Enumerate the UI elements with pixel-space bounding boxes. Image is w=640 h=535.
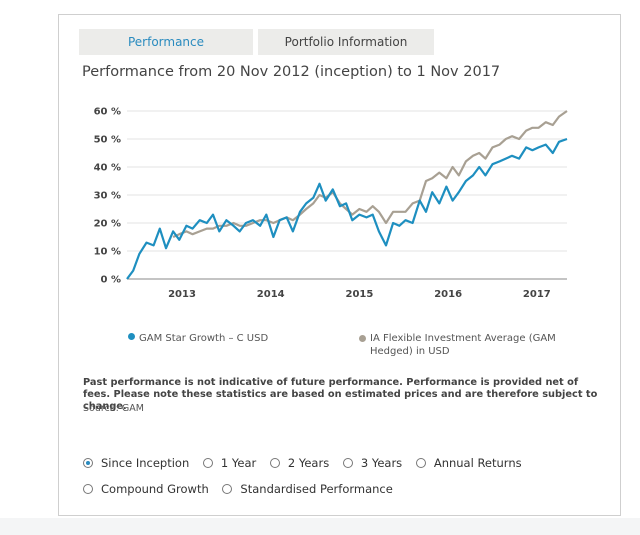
radio-compound-growth[interactable]: Compound Growth	[83, 482, 209, 496]
legend-dot-icon	[128, 333, 135, 340]
x-tick-label: 2014	[257, 289, 285, 300]
source-text: Source: GAM	[83, 403, 144, 414]
radio-unchecked-icon[interactable]	[222, 484, 233, 494]
radio-1-year[interactable]: 1 Year	[202, 456, 256, 470]
y-tick-label: 0 %	[101, 275, 121, 286]
series-line-1	[172, 110, 568, 239]
y-tick-label: 10 %	[94, 247, 121, 258]
legend-label: GAM Star Growth – C USD	[139, 333, 269, 344]
y-tick-label: 50 %	[94, 135, 121, 146]
radio-2-years[interactable]: 2 Years	[269, 456, 329, 470]
radio-unchecked-icon[interactable]	[269, 458, 280, 468]
performance-chart: 0 % 10 % 20 % 30 % 40 % 50 % 60 % 2013 2014 2015 2…	[94, 107, 568, 300]
y-tick-label: 20 %	[94, 219, 121, 230]
radio-unchecked-icon[interactable]	[83, 484, 93, 494]
x-tick-label: 2017	[523, 289, 551, 300]
period-options-row-1: Since Inception 1 Year 2 Years 3 Years A…	[83, 456, 532, 471]
radio-3-years[interactable]: 3 Years	[342, 456, 402, 470]
y-tick-label: 60 %	[94, 107, 121, 118]
radio-standardised-performance[interactable]: Standardised Performance	[222, 482, 393, 496]
radio-unchecked-icon[interactable]	[415, 458, 426, 468]
y-tick-label: 30 %	[94, 191, 121, 202]
tab-performance[interactable]: Performance	[79, 29, 253, 55]
radio-annual-returns[interactable]: Annual Returns	[415, 456, 522, 470]
legend-item-gam-star-growth[interactable]: GAM Star Growth – C USD	[128, 332, 328, 345]
radio-since-inception[interactable]: Since Inception	[83, 456, 189, 470]
x-tick-label: 2013	[168, 289, 196, 300]
legend-dot-icon	[359, 335, 366, 342]
legend-item-ia-flexible[interactable]: IA Flexible Investment Average (GAM Hedg…	[359, 332, 559, 358]
radio-unchecked-icon[interactable]	[202, 458, 213, 468]
chart-title: Performance from 20 Nov 2012 (inception)…	[82, 64, 501, 80]
series-line-0	[126, 137, 568, 280]
performance-panel: Performance Portfolio Information Perfor…	[58, 14, 621, 516]
y-tick-label: 40 %	[94, 163, 121, 174]
x-tick-label: 2016	[434, 289, 462, 300]
x-tick-label: 2015	[345, 289, 373, 300]
period-options-row-2: Compound Growth Standardised Performance	[83, 482, 403, 497]
radio-unchecked-icon[interactable]	[342, 458, 353, 468]
tab-portfolio-information[interactable]: Portfolio Information	[258, 29, 434, 55]
page-bottom-band	[0, 518, 640, 535]
radio-checked-icon[interactable]	[83, 458, 93, 468]
legend-label: IA Flexible Investment Average (GAM Hedg…	[370, 333, 556, 357]
disclaimer-text: Past performance is not indicative of fu…	[83, 377, 598, 412]
